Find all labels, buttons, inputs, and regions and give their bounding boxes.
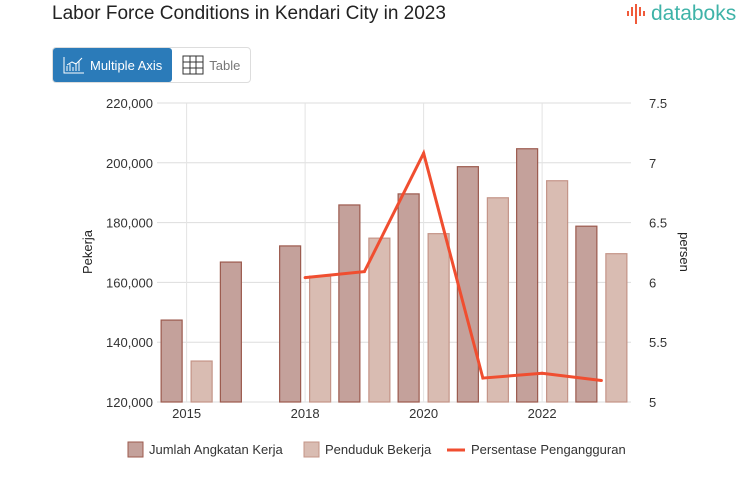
bar-angkatan-kerja — [160, 319, 183, 403]
bar-angkatan-kerja — [575, 225, 598, 403]
bar-penduduk-bekerja — [486, 197, 509, 403]
tab-label: Multiple Axis — [90, 57, 163, 73]
y2-tick-label: 5 — [649, 395, 656, 410]
line-point — [481, 376, 485, 380]
legend-swatch-angkatan-kerja — [127, 441, 144, 458]
legend-label: Jumlah Angkatan Kerja — [149, 442, 283, 457]
bar-angkatan-kerja — [279, 245, 302, 403]
bar-angkatan-kerja — [397, 193, 420, 403]
table-icon — [182, 55, 204, 75]
bar-penduduk-bekerja — [605, 253, 628, 403]
y2-tick-label: 5.5 — [649, 335, 667, 350]
y-tick-label: 220,000 — [106, 96, 153, 111]
bar-penduduk-bekerja — [546, 180, 569, 403]
legend-label: Persentase Pengangguran — [471, 442, 626, 457]
line-point — [599, 378, 603, 382]
y-axis-label: Pekerja — [80, 229, 95, 274]
y-tick-label: 180,000 — [106, 216, 153, 231]
line-point — [362, 270, 366, 274]
x-tick-label: 2018 — [291, 406, 320, 421]
y2-axis-label: persen — [677, 232, 692, 272]
line-persentase-pengangguran — [304, 149, 602, 382]
chart-icon — [63, 57, 84, 74]
tab-label: Table — [209, 57, 241, 73]
logo-bars-icon — [627, 4, 645, 24]
y2-tick-label: 6.5 — [649, 216, 667, 231]
y2-tick-label: 7 — [649, 156, 656, 171]
bar-penduduk-bekerja — [190, 360, 213, 403]
tab-table[interactable]: Table — [172, 48, 250, 82]
line-point — [422, 151, 426, 155]
tab-multiple-axis[interactable]: Multiple Axis — [53, 48, 173, 82]
bar-penduduk-bekerja — [368, 237, 391, 403]
x-tick-label: 2020 — [409, 406, 438, 421]
x-tick-label: 2015 — [172, 406, 201, 421]
y-tick-label: 140,000 — [106, 335, 153, 350]
line-point — [303, 276, 307, 280]
databoks-logo: databoks — [626, 2, 736, 26]
y-tick-label: 200,000 — [106, 156, 153, 171]
bar-penduduk-bekerja — [427, 233, 450, 403]
logo-text: databoks — [651, 2, 737, 25]
bar-angkatan-kerja — [219, 261, 242, 403]
bar-penduduk-bekerja — [309, 275, 332, 403]
y-tick-label: 120,000 — [106, 395, 153, 410]
legend-swatch-penduduk-bekerja — [303, 441, 320, 458]
y2-tick-label: 6 — [649, 275, 656, 290]
y2-tick-label: 7.5 — [649, 96, 667, 111]
bar-angkatan-kerja — [516, 148, 539, 403]
legend-label: Penduduk Bekerja — [325, 442, 432, 457]
chart-title: Labor Force Conditions in Kendari City i… — [52, 3, 446, 24]
bar-angkatan-kerja — [338, 204, 361, 403]
bar-angkatan-kerja — [456, 166, 479, 403]
line-point — [540, 371, 544, 375]
x-tick-label: 2022 — [528, 406, 557, 421]
y-tick-label: 160,000 — [106, 275, 153, 290]
view-tabs: Multiple Axis Table — [52, 47, 252, 83]
